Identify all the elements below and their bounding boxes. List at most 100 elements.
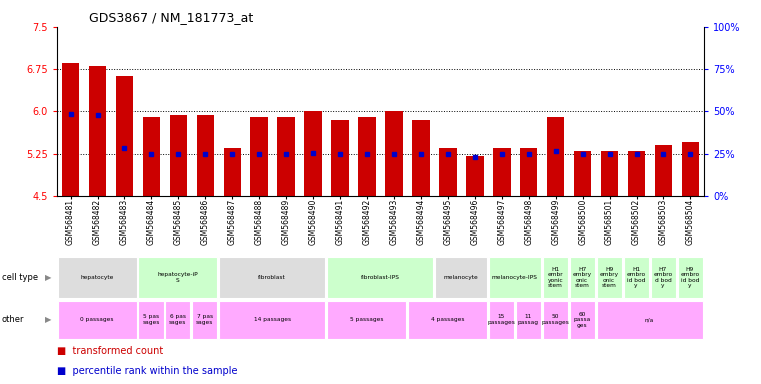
Bar bbox=[651, 257, 676, 298]
Text: GSM568500: GSM568500 bbox=[578, 199, 587, 245]
Bar bbox=[62, 63, 79, 196]
Text: GSM568482: GSM568482 bbox=[93, 199, 102, 245]
Text: ▶: ▶ bbox=[45, 315, 51, 324]
Text: GSM568489: GSM568489 bbox=[282, 199, 291, 245]
Text: H7
embry
onic
stem: H7 embry onic stem bbox=[572, 267, 591, 288]
Text: GSM568484: GSM568484 bbox=[147, 199, 156, 245]
Bar bbox=[327, 301, 406, 339]
Text: fibroblast: fibroblast bbox=[258, 275, 286, 280]
Text: GSM568503: GSM568503 bbox=[659, 199, 668, 245]
Text: GSM568483: GSM568483 bbox=[120, 199, 129, 245]
Bar bbox=[219, 301, 325, 339]
Text: GSM568501: GSM568501 bbox=[605, 199, 614, 245]
Bar bbox=[466, 156, 483, 196]
Text: 0 passages: 0 passages bbox=[80, 317, 113, 322]
Bar bbox=[601, 151, 619, 196]
Bar bbox=[543, 301, 568, 339]
Text: GSM568494: GSM568494 bbox=[416, 199, 425, 245]
Text: GSM568488: GSM568488 bbox=[255, 199, 264, 245]
Text: fibroblast-IPS: fibroblast-IPS bbox=[361, 275, 400, 280]
Text: hepatocyte-iP
S: hepatocyte-iP S bbox=[158, 272, 198, 283]
Bar bbox=[570, 257, 595, 298]
Bar bbox=[385, 111, 403, 196]
Bar bbox=[170, 115, 187, 196]
Bar bbox=[58, 257, 136, 298]
Text: 5 passages: 5 passages bbox=[350, 317, 384, 322]
Text: GSM568487: GSM568487 bbox=[228, 199, 237, 245]
Bar bbox=[570, 301, 595, 339]
Bar bbox=[89, 66, 107, 196]
Bar bbox=[543, 257, 568, 298]
Bar bbox=[331, 120, 349, 196]
Bar bbox=[139, 257, 218, 298]
Text: GSM568504: GSM568504 bbox=[686, 199, 695, 245]
Text: GSM568492: GSM568492 bbox=[362, 199, 371, 245]
Text: 4 passages: 4 passages bbox=[431, 317, 464, 322]
Bar bbox=[139, 301, 164, 339]
Bar bbox=[193, 301, 218, 339]
Text: GSM568491: GSM568491 bbox=[336, 199, 345, 245]
Bar bbox=[677, 257, 702, 298]
Bar bbox=[219, 257, 325, 298]
Bar bbox=[493, 148, 511, 196]
Text: GSM568493: GSM568493 bbox=[390, 199, 399, 245]
Bar bbox=[58, 301, 136, 339]
Text: GSM568497: GSM568497 bbox=[497, 199, 506, 245]
Bar bbox=[597, 301, 702, 339]
Text: melanocyte: melanocyte bbox=[444, 275, 478, 280]
Text: 11
passag: 11 passag bbox=[517, 314, 539, 325]
Bar bbox=[439, 148, 457, 196]
Text: GSM568502: GSM568502 bbox=[632, 199, 641, 245]
Text: GSM568498: GSM568498 bbox=[524, 199, 533, 245]
Text: ■  transformed count: ■ transformed count bbox=[57, 346, 164, 356]
Text: 60
passa
ges: 60 passa ges bbox=[574, 312, 591, 328]
Text: H9
embry
onic
stem: H9 embry onic stem bbox=[600, 267, 619, 288]
Bar bbox=[547, 117, 565, 196]
Text: 15
passages: 15 passages bbox=[487, 314, 515, 325]
Text: hepatocyte: hepatocyte bbox=[80, 275, 113, 280]
Bar bbox=[574, 151, 591, 196]
Text: ■  percentile rank within the sample: ■ percentile rank within the sample bbox=[57, 366, 237, 376]
Bar bbox=[116, 76, 133, 196]
Bar bbox=[628, 151, 645, 196]
Bar bbox=[682, 142, 699, 196]
Bar bbox=[654, 145, 672, 196]
Text: 7 pas
sages: 7 pas sages bbox=[196, 314, 213, 325]
Bar bbox=[435, 257, 487, 298]
Bar bbox=[142, 117, 160, 196]
Bar bbox=[327, 257, 433, 298]
Bar bbox=[358, 117, 376, 196]
Text: other: other bbox=[2, 315, 24, 324]
Text: H9
embro
id bod
y: H9 embro id bod y bbox=[680, 267, 699, 288]
Bar bbox=[489, 257, 541, 298]
Text: GSM568486: GSM568486 bbox=[201, 199, 210, 245]
Text: GSM568485: GSM568485 bbox=[174, 199, 183, 245]
Text: GSM568499: GSM568499 bbox=[551, 199, 560, 245]
Bar bbox=[408, 301, 487, 339]
Bar bbox=[304, 111, 322, 196]
Text: GSM568496: GSM568496 bbox=[470, 199, 479, 245]
Text: ▶: ▶ bbox=[45, 273, 51, 282]
Text: melanocyte-IPS: melanocyte-IPS bbox=[492, 275, 538, 280]
Text: GSM568490: GSM568490 bbox=[309, 199, 317, 245]
Text: 6 pas
sages: 6 pas sages bbox=[169, 314, 186, 325]
Text: GDS3867 / NM_181773_at: GDS3867 / NM_181773_at bbox=[90, 11, 253, 24]
Text: H1
embr
yonic
stem: H1 embr yonic stem bbox=[547, 267, 563, 288]
Text: 50
passages: 50 passages bbox=[541, 314, 569, 325]
Bar bbox=[489, 301, 514, 339]
Text: cell type: cell type bbox=[2, 273, 37, 282]
Bar bbox=[278, 117, 295, 196]
Text: GSM568481: GSM568481 bbox=[66, 199, 75, 245]
Text: GSM568495: GSM568495 bbox=[444, 199, 452, 245]
Text: H7
embro
d bod
y: H7 embro d bod y bbox=[654, 267, 673, 288]
Bar bbox=[196, 115, 214, 196]
Text: 5 pas
sages: 5 pas sages bbox=[142, 314, 160, 325]
Bar bbox=[597, 257, 622, 298]
Text: H1
embro
id bod
y: H1 embro id bod y bbox=[626, 267, 645, 288]
Text: n/a: n/a bbox=[645, 317, 654, 322]
Bar bbox=[165, 301, 190, 339]
Bar bbox=[623, 257, 648, 298]
Bar bbox=[412, 120, 430, 196]
Bar bbox=[516, 301, 541, 339]
Bar bbox=[520, 148, 537, 196]
